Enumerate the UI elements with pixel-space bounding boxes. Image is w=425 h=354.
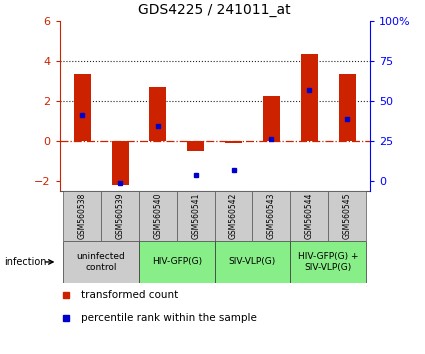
Bar xyxy=(139,241,215,283)
Text: HIV-GFP(G): HIV-GFP(G) xyxy=(152,257,202,267)
Text: infection: infection xyxy=(4,257,47,267)
Bar xyxy=(215,191,252,241)
Bar xyxy=(187,141,204,151)
Bar xyxy=(111,141,128,185)
Bar xyxy=(63,191,101,241)
Bar xyxy=(177,191,215,241)
Bar xyxy=(225,141,242,143)
Text: GSM560542: GSM560542 xyxy=(229,193,238,239)
Text: GSM560538: GSM560538 xyxy=(78,193,87,239)
Text: percentile rank within the sample: percentile rank within the sample xyxy=(81,313,257,323)
Text: transformed count: transformed count xyxy=(81,290,178,300)
Text: SIV-VLP(G): SIV-VLP(G) xyxy=(229,257,276,267)
Bar xyxy=(139,191,177,241)
Bar xyxy=(290,191,328,241)
Bar xyxy=(290,241,366,283)
Bar xyxy=(215,241,290,283)
Text: GSM560544: GSM560544 xyxy=(305,193,314,239)
Bar xyxy=(328,191,366,241)
Bar xyxy=(339,74,356,141)
Bar xyxy=(263,96,280,141)
Bar xyxy=(74,74,91,141)
Text: GSM560541: GSM560541 xyxy=(191,193,200,239)
Bar xyxy=(252,191,290,241)
Text: HIV-GFP(G) +
SIV-VLP(G): HIV-GFP(G) + SIV-VLP(G) xyxy=(298,252,358,272)
Text: GSM560540: GSM560540 xyxy=(153,193,162,239)
Text: GSM560543: GSM560543 xyxy=(267,193,276,239)
Text: GSM560545: GSM560545 xyxy=(343,193,351,239)
Bar xyxy=(63,241,139,283)
Bar xyxy=(101,191,139,241)
Bar xyxy=(301,54,318,141)
Bar xyxy=(149,87,166,141)
Text: GSM560539: GSM560539 xyxy=(116,193,125,239)
Title: GDS4225 / 241011_at: GDS4225 / 241011_at xyxy=(138,4,291,17)
Text: uninfected
control: uninfected control xyxy=(77,252,125,272)
